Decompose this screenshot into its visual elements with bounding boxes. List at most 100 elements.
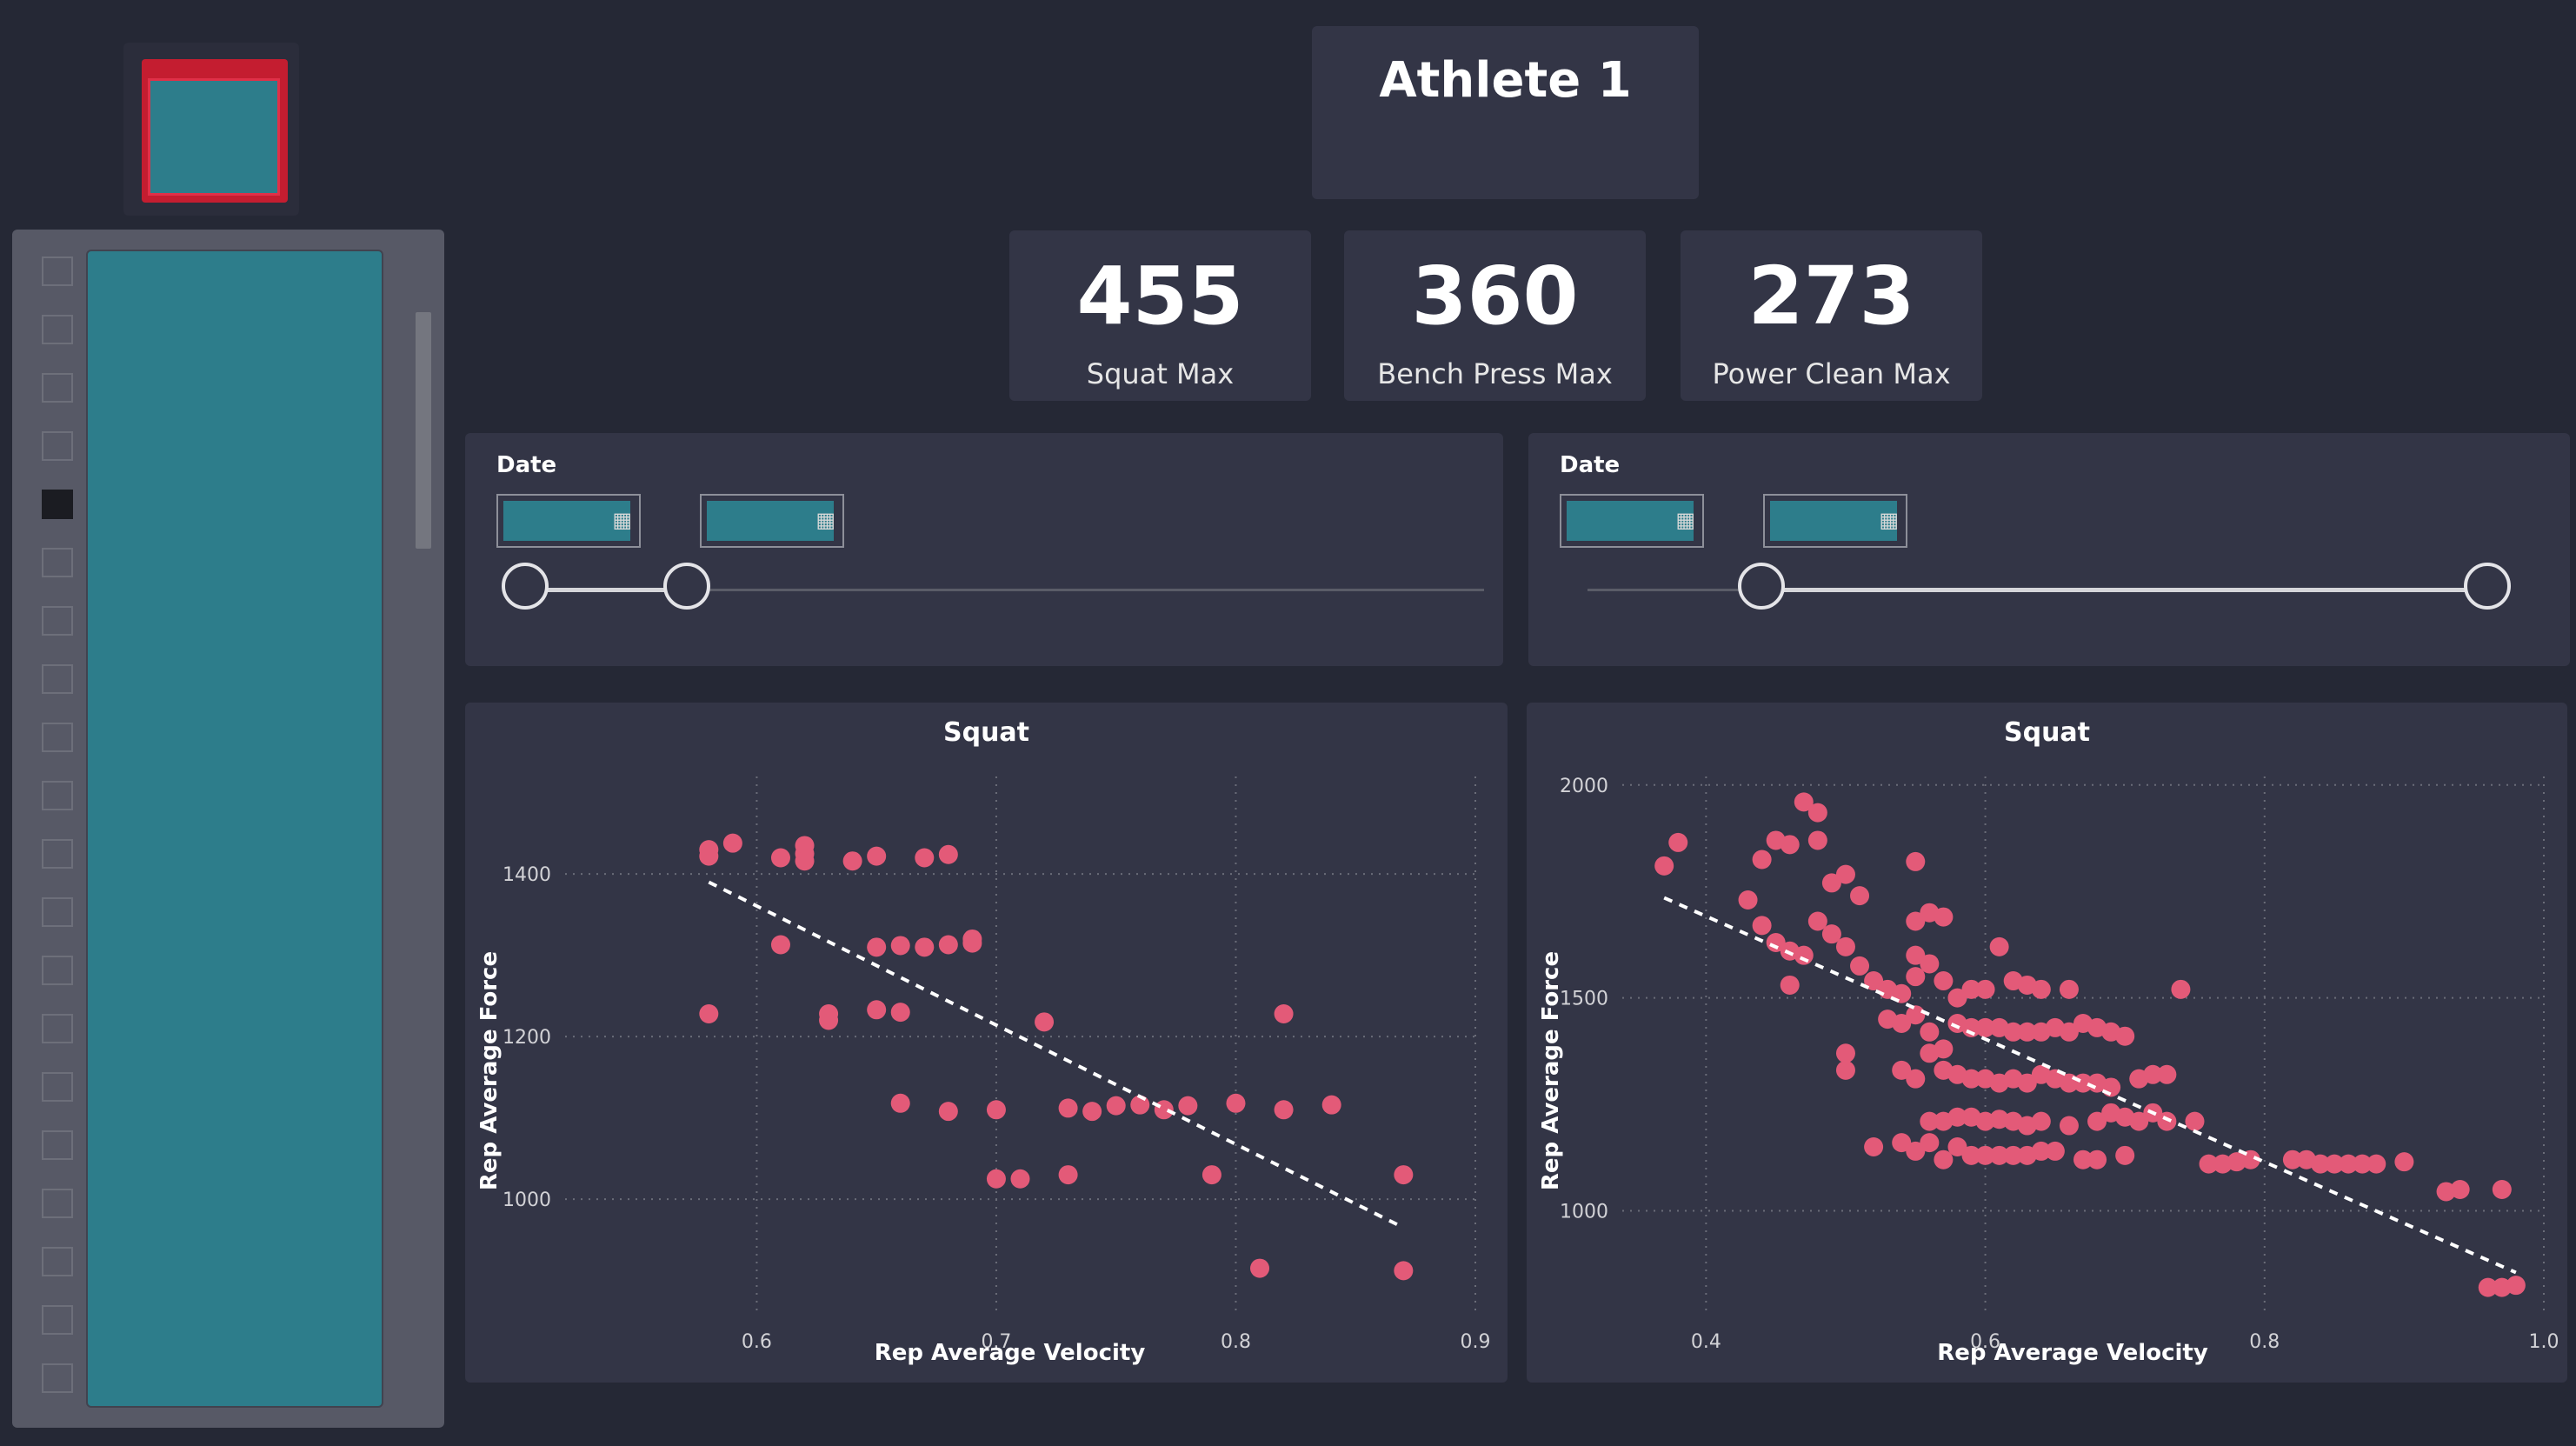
data-point[interactable] <box>1668 832 1688 852</box>
athlete-checkbox[interactable] <box>42 664 73 694</box>
data-point[interactable] <box>986 1100 1006 1120</box>
data-point[interactable] <box>890 936 910 956</box>
data-point[interactable] <box>1780 975 1800 995</box>
data-point[interactable] <box>1975 979 1995 999</box>
data-point[interactable] <box>1961 1145 1981 1165</box>
data-point[interactable] <box>699 846 719 866</box>
data-point[interactable] <box>962 929 982 949</box>
data-point[interactable] <box>699 1003 719 1023</box>
start-date-input[interactable]: ▦ <box>496 494 641 548</box>
athlete-checkbox[interactable] <box>42 1363 73 1393</box>
data-point[interactable] <box>1989 1145 2009 1165</box>
athlete-checkbox[interactable] <box>42 548 73 577</box>
data-point[interactable] <box>1920 1022 1940 1042</box>
data-point[interactable] <box>938 935 958 955</box>
data-point[interactable] <box>2045 1141 2065 1161</box>
data-point[interactable] <box>1807 830 1827 850</box>
data-point[interactable] <box>1394 1165 1414 1185</box>
calendar-icon[interactable]: ▦ <box>1879 508 1899 532</box>
data-point[interactable] <box>2031 1141 2051 1161</box>
data-point[interactable] <box>1920 1111 1940 1131</box>
athlete-checkbox[interactable] <box>42 490 73 519</box>
data-point[interactable] <box>1850 956 1870 976</box>
data-point[interactable] <box>2101 1077 2121 1097</box>
athlete-checkbox[interactable] <box>42 431 73 461</box>
data-point[interactable] <box>1850 886 1870 906</box>
data-point[interactable] <box>2129 1111 2149 1131</box>
date-slider-start-handle[interactable] <box>1738 563 1785 610</box>
data-point[interactable] <box>2450 1179 2470 1199</box>
data-point[interactable] <box>1961 979 1981 999</box>
data-point[interactable] <box>1906 1141 1926 1161</box>
data-point[interactable] <box>1947 1137 1967 1157</box>
data-point[interactable] <box>1975 1017 1995 1037</box>
data-point[interactable] <box>1821 924 1841 944</box>
data-point[interactable] <box>2115 1026 2135 1046</box>
data-point[interactable] <box>1920 954 1940 974</box>
data-point[interactable] <box>722 833 742 853</box>
calendar-icon[interactable]: ▦ <box>815 508 835 532</box>
data-point[interactable] <box>1201 1165 1221 1185</box>
data-point[interactable] <box>2311 1154 2331 1174</box>
data-point[interactable] <box>915 937 935 957</box>
data-point[interactable] <box>2492 1179 2512 1199</box>
data-point[interactable] <box>795 851 815 871</box>
data-point[interactable] <box>867 937 887 957</box>
athlete-checkbox[interactable] <box>42 1247 73 1276</box>
data-point[interactable] <box>2017 1073 2037 1093</box>
data-point[interactable] <box>890 1003 910 1023</box>
data-point[interactable] <box>1920 1133 1940 1153</box>
data-point[interactable] <box>2325 1154 2345 1174</box>
data-point[interactable] <box>1906 1005 1926 1025</box>
data-point[interactable] <box>1058 1098 1078 1118</box>
data-point[interactable] <box>2171 979 2191 999</box>
data-point[interactable] <box>2003 1022 2023 1042</box>
data-point[interactable] <box>1738 890 1758 910</box>
data-point[interactable] <box>1934 971 1954 991</box>
data-point[interactable] <box>890 1093 910 1113</box>
data-point[interactable] <box>1766 932 1786 952</box>
data-point[interactable] <box>1934 907 1954 927</box>
data-point[interactable] <box>1178 1096 1198 1116</box>
data-point[interactable] <box>1807 911 1827 931</box>
data-point[interactable] <box>1864 1137 1884 1157</box>
data-point[interactable] <box>1226 1093 1246 1113</box>
start-date-input[interactable]: ▦ <box>1560 494 1704 548</box>
athlete-checkbox[interactable] <box>42 373 73 403</box>
data-point[interactable] <box>938 1102 958 1122</box>
data-point[interactable] <box>1250 1258 1270 1278</box>
athlete-checkbox[interactable] <box>42 1072 73 1102</box>
data-point[interactable] <box>1934 1149 1954 1169</box>
data-point[interactable] <box>2353 1154 2373 1174</box>
data-point[interactable] <box>1082 1102 1102 1122</box>
data-point[interactable] <box>1274 1100 1294 1120</box>
date-slider-start-handle[interactable] <box>502 563 549 610</box>
data-point[interactable] <box>1835 864 1855 884</box>
data-point[interactable] <box>1892 1060 1912 1080</box>
athlete-checkbox[interactable] <box>42 257 73 286</box>
athlete-checkbox[interactable] <box>42 1189 73 1218</box>
data-point[interactable] <box>2157 1064 2177 1084</box>
data-point[interactable] <box>1010 1169 1030 1189</box>
data-point[interactable] <box>1906 911 1926 931</box>
data-point[interactable] <box>1035 1012 1055 1032</box>
data-point[interactable] <box>1989 936 2009 956</box>
athlete-checkbox[interactable] <box>42 606 73 636</box>
data-point[interactable] <box>1752 916 1772 936</box>
data-point[interactable] <box>1835 1060 1855 1080</box>
data-point[interactable] <box>1821 873 1841 893</box>
data-point[interactable] <box>1321 1095 1341 1115</box>
data-point[interactable] <box>2059 979 2079 999</box>
data-point[interactable] <box>2339 1154 2359 1174</box>
data-point[interactable] <box>2478 1277 2498 1297</box>
athlete-checkbox[interactable] <box>42 315 73 344</box>
data-point[interactable] <box>1920 1043 1940 1063</box>
data-point[interactable] <box>2003 1145 2023 1165</box>
date-slider-end-handle[interactable] <box>2464 563 2511 610</box>
data-point[interactable] <box>1274 1003 1294 1023</box>
data-point[interactable] <box>1864 971 1884 991</box>
data-point[interactable] <box>2087 1149 2107 1169</box>
data-point[interactable] <box>867 846 887 866</box>
data-point[interactable] <box>986 1169 1006 1189</box>
data-point[interactable] <box>1947 988 1967 1008</box>
